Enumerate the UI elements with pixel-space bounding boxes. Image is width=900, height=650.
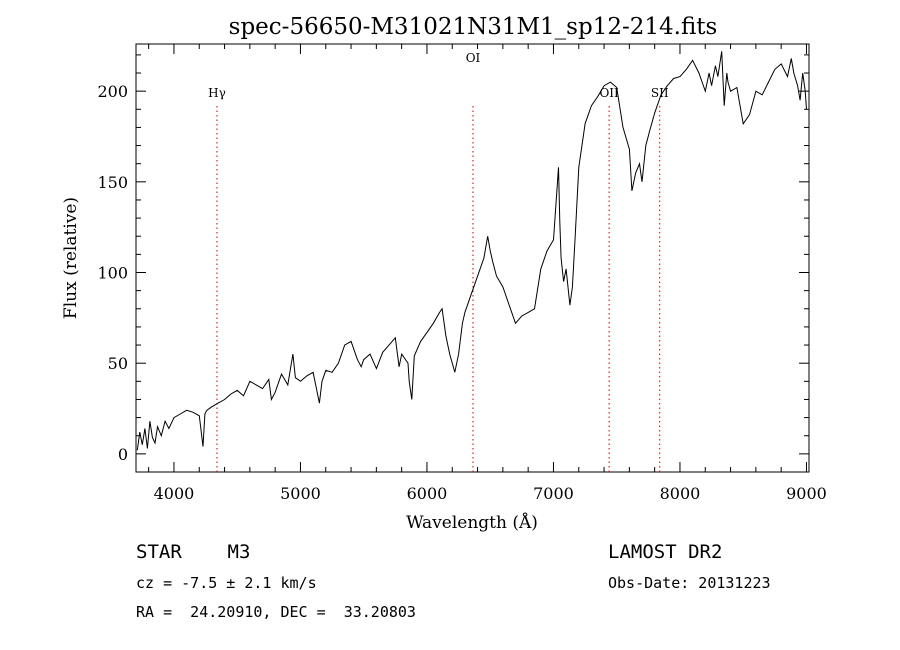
y-axis-label: Flux (relative) — [61, 197, 81, 319]
y-axis: 0 50 100 150 200 — [97, 54, 809, 464]
coordinates: RA = 24.20910, DEC = 33.20803 — [136, 603, 416, 621]
plot-frame — [135, 43, 810, 473]
y-tick-label: 150 — [97, 173, 128, 192]
x-tick-label: 7000 — [533, 484, 574, 503]
x-tick-label: 9000 — [786, 484, 827, 503]
x-tick-label: 4000 — [154, 484, 195, 503]
chart-title: spec-56650-M31021N31M1_sp12-214.fits — [229, 14, 718, 40]
spectrum-line — [136, 51, 807, 451]
line-marker-label: OII — [599, 86, 619, 100]
x-tick-label: 8000 — [660, 484, 701, 503]
observation-date: Obs-Date: 20131223 — [608, 574, 771, 592]
survey-name: LAMOST DR2 — [608, 541, 723, 563]
x-tick-label: 6000 — [407, 484, 448, 503]
y-tick-label: 200 — [97, 82, 128, 101]
line-marker-label: OI — [466, 51, 481, 65]
redshift-velocity: cz = -7.5 ± 2.1 km/s — [136, 574, 317, 592]
x-axis: 4000 5000 6000 7000 8000 9000 — [148, 44, 827, 503]
y-tick-label: 50 — [108, 354, 128, 373]
y-tick-label: 100 — [97, 264, 128, 283]
y-tick-label: 0 — [118, 445, 128, 464]
x-axis-label: Wavelength (Å) — [406, 512, 538, 533]
x-tick-label: 5000 — [280, 484, 321, 503]
line-marker-label: Hγ — [208, 86, 226, 100]
object-class: STAR M3 — [136, 541, 251, 563]
